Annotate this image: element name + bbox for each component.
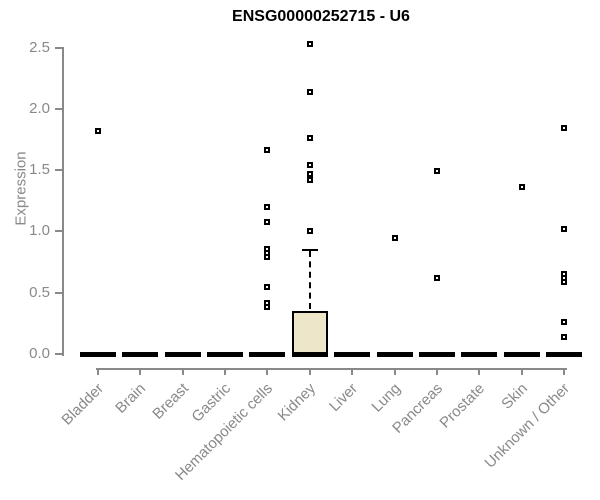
x-axis-tick — [351, 368, 354, 375]
outlier-point — [264, 304, 271, 311]
outlier-point — [306, 228, 313, 235]
chart-title: ENSG00000252715 - U6 — [232, 8, 410, 25]
outlier-point — [561, 333, 567, 340]
y-axis-tick — [55, 230, 62, 233]
x-axis-tick — [393, 368, 396, 375]
y-axis-tick — [55, 107, 62, 110]
outlier-point — [264, 283, 271, 290]
outlier-point — [264, 218, 271, 225]
x-axis-tick — [181, 368, 184, 375]
outlier-point — [264, 203, 271, 210]
outlier-point — [95, 127, 101, 134]
x-axis-tick — [563, 368, 565, 375]
y-axis-tick — [55, 169, 62, 172]
x-axis-tick — [520, 368, 523, 375]
y-tick-label: 1.0 — [29, 222, 50, 240]
median-bar — [207, 351, 244, 357]
y-axis-tick — [55, 353, 62, 355]
outlier-point — [561, 319, 567, 326]
outlier-point — [518, 184, 525, 191]
median-bar — [122, 351, 159, 357]
outlier-point — [306, 176, 313, 183]
x-axis-tick — [266, 368, 269, 375]
outlier-point — [433, 274, 440, 281]
outlier-point — [306, 170, 313, 177]
y-axis-tick — [55, 46, 62, 49]
y-tick-label: 2.0 — [29, 99, 50, 117]
outlier-point — [306, 88, 313, 95]
outlier-point — [561, 225, 567, 232]
median-bar — [291, 351, 328, 357]
outlier-point — [561, 278, 567, 285]
x-axis-tick — [308, 368, 311, 375]
y-tick-label: 0.0 — [29, 345, 50, 362]
whisker-cap — [301, 248, 318, 251]
outlier-point — [306, 40, 313, 47]
median-bar — [334, 351, 371, 357]
x-axis-tick — [478, 368, 481, 375]
median-bar — [546, 351, 582, 357]
x-axis-tick — [97, 368, 99, 375]
outlier-point — [306, 135, 313, 142]
y-axis-tick — [55, 291, 62, 294]
x-axis-tick — [435, 368, 438, 375]
y-axis-line — [62, 47, 64, 356]
box — [291, 311, 328, 356]
median-bar — [80, 351, 116, 357]
outlier-point — [306, 162, 313, 169]
x-axis-tick — [139, 368, 142, 375]
y-axis-title: Expression — [12, 151, 30, 226]
outlier-point — [264, 254, 271, 261]
median-bar — [249, 351, 286, 357]
x-axis-tick — [224, 368, 227, 375]
y-tick-label: 2.5 — [29, 38, 50, 56]
outlier-point — [391, 234, 398, 241]
y-tick-label: 1.5 — [29, 161, 50, 179]
outlier-point — [433, 168, 440, 175]
median-bar — [418, 351, 455, 357]
x-axis-line — [96, 368, 567, 370]
whisker-line — [308, 250, 311, 310]
outlier-point — [561, 125, 567, 132]
median-bar — [376, 351, 413, 357]
outlier-point — [264, 147, 271, 154]
median-bar — [461, 351, 498, 357]
median-bar — [164, 351, 201, 357]
y-tick-label: 0.5 — [29, 283, 50, 301]
median-bar — [503, 351, 540, 357]
